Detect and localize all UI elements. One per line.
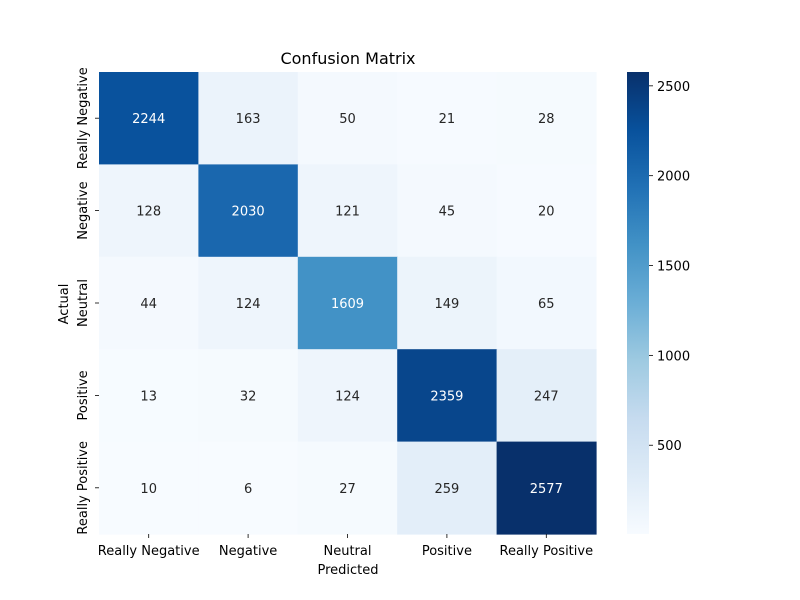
colorbar-tick-label: 1500 xyxy=(657,260,690,275)
cell-value-r1-c1: 2030 xyxy=(232,205,265,220)
heatmap-cell-r0-c1 xyxy=(198,72,299,165)
y-tick-label: Negative xyxy=(76,181,91,239)
heatmap-cell-r3-c4 xyxy=(496,349,597,443)
cell-value-r0-c1: 163 xyxy=(236,112,261,127)
cell-value-r1-c4: 20 xyxy=(538,205,555,220)
x-tick-label: Neutral xyxy=(324,544,372,559)
cell-value-r0-c3: 21 xyxy=(439,112,456,127)
y-axis: Really Negative Negative Neutral Positive Re… xyxy=(76,67,99,535)
cell-value-r1-c2: 121 xyxy=(335,205,360,220)
cell-value-r1-c3: 45 xyxy=(439,205,456,220)
heatmap-cell-r1-c1 xyxy=(198,164,299,258)
x-axis-label: Predicted xyxy=(317,563,378,578)
heatmap-cells: 2244 163 50 21 28 128 2030 121 45 20 44 124 1609 149 6… xyxy=(99,72,597,535)
cell-value-r4-c4: 2577 xyxy=(530,482,563,497)
heatmap-cell-r2-c2 xyxy=(297,256,398,350)
y-tick-label: Positive xyxy=(76,370,91,420)
cell-value-r0-c2: 50 xyxy=(339,112,356,127)
x-tick-label: Really Positive xyxy=(500,544,594,559)
colorbar-tick-label: 1000 xyxy=(657,349,690,364)
heatmap-cell-r0-c4 xyxy=(496,72,597,165)
cell-value-r4-c2: 27 xyxy=(339,482,356,497)
heatmap-cell-r2-c1 xyxy=(198,256,299,350)
cell-value-r4-c1: 6 xyxy=(244,482,252,497)
cell-value-r4-c0: 10 xyxy=(140,482,157,497)
cell-value-r2-c3: 149 xyxy=(434,297,459,312)
heatmap-cell-r3-c0 xyxy=(99,349,199,443)
cell-value-r2-c0: 44 xyxy=(140,297,157,312)
y-tick-label: Really Negative xyxy=(76,67,91,169)
colorbar-gradient xyxy=(627,72,649,534)
cell-value-r3-c1: 32 xyxy=(240,389,257,404)
heatmap-cell-r3-c2 xyxy=(297,349,398,443)
heatmap-cell-r2-c4 xyxy=(496,256,597,350)
cell-value-r3-c4: 247 xyxy=(534,389,559,404)
x-tick-label: Negative xyxy=(219,544,277,559)
heatmap-cell-r1-c3 xyxy=(397,164,498,258)
cell-value-r2-c1: 124 xyxy=(236,297,261,312)
y-axis-label: Actual xyxy=(57,284,72,325)
cell-value-r3-c2: 124 xyxy=(335,389,360,404)
heatmap-cell-r4-c3 xyxy=(397,441,498,535)
heatmap-cell-r1-c2 xyxy=(297,164,398,258)
chart-title: Confusion Matrix xyxy=(280,49,415,68)
cell-value-r3-c3: 2359 xyxy=(430,389,463,404)
y-tick-label: Really Positive xyxy=(76,441,91,535)
heatmap-cell-r2-c0 xyxy=(99,256,199,350)
x-tick-label: Positive xyxy=(422,544,472,559)
heatmap-cell-r0-c3 xyxy=(397,72,498,165)
x-axis: Really Negative Negative Neutral Positive Re… xyxy=(98,534,593,559)
x-tick-label: Really Negative xyxy=(98,544,200,559)
cell-value-r4-c3: 259 xyxy=(434,482,459,497)
heatmap-cell-r4-c0 xyxy=(99,441,199,535)
heatmap-cell-r0-c2 xyxy=(297,72,398,165)
heatmap-cell-r4-c2 xyxy=(297,441,398,535)
y-tick-label: Neutral xyxy=(76,279,91,327)
colorbar-tick-label: 500 xyxy=(657,439,682,454)
colorbar-tick-label: 2000 xyxy=(657,170,690,185)
cell-value-r0-c4: 28 xyxy=(538,112,555,127)
cell-value-r3-c0: 13 xyxy=(140,389,157,404)
heatmap-cell-r2-c3 xyxy=(397,256,498,350)
heatmap-cell-r1-c4 xyxy=(496,164,597,258)
heatmap-cell-r3-c3 xyxy=(397,349,498,443)
heatmap-cell-r3-c1 xyxy=(198,349,299,443)
cell-value-r1-c0: 128 xyxy=(136,205,161,220)
heatmap-cell-r4-c1 xyxy=(198,441,299,535)
cell-value-r2-c4: 65 xyxy=(538,297,555,312)
cell-value-r2-c2: 1609 xyxy=(331,297,364,312)
heatmap-cell-r0-c0 xyxy=(99,72,199,165)
colorbar-tick-label: 2500 xyxy=(657,80,690,95)
heatmap-cell-r1-c0 xyxy=(99,164,199,258)
cell-value-r0-c0: 2244 xyxy=(132,112,165,127)
colorbar: 500 1000 1500 2000 2500 xyxy=(627,72,690,534)
heatmap-cell-r4-c4 xyxy=(496,441,597,535)
